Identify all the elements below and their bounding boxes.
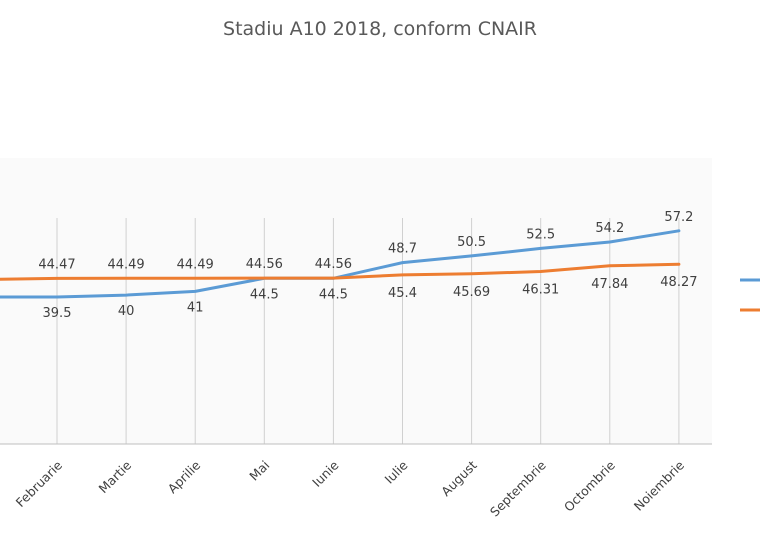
data-label: 45.69 <box>453 285 490 300</box>
x-tick-label: Aprilie <box>165 457 204 496</box>
data-label: 44.56 <box>315 257 352 272</box>
plot-area <box>0 158 712 444</box>
data-label: 44.49 <box>107 257 144 272</box>
series-2-line <box>0 262 681 281</box>
data-label: 44.49 <box>177 257 214 272</box>
data-label: 45.4 <box>388 286 417 301</box>
x-tick-label: Octombrie <box>561 457 618 514</box>
data-label: 41 <box>187 300 204 315</box>
data-label: 39.5 <box>43 306 72 321</box>
data-label: 54.2 <box>595 221 624 236</box>
data-label: 47.84 <box>591 277 628 292</box>
chart-title: Stadiu A10 2018, conform CNAIR <box>223 18 537 40</box>
x-tick-label: Februarie <box>13 457 66 510</box>
x-tick-label: Iunie <box>309 457 342 490</box>
data-label: 44.47 <box>38 257 75 272</box>
data-label: 44.5 <box>250 287 279 302</box>
data-label: 57.2 <box>664 210 693 225</box>
data-label: 50.5 <box>457 235 486 250</box>
data-label: 44.5 <box>319 287 348 302</box>
x-tick-label: Mai <box>246 458 272 484</box>
data-label: 52.5 <box>526 227 555 242</box>
data-label: 44.56 <box>246 257 283 272</box>
x-tick-label: Noiembrie <box>631 457 687 513</box>
x-tick-label: August <box>438 457 480 499</box>
x-tick-label: Iulie <box>381 457 410 486</box>
data-label: 40 <box>118 304 135 319</box>
data-label: 48.27 <box>660 275 697 290</box>
x-tick-label: Septembrie <box>487 457 549 519</box>
data-label: 46.31 <box>522 283 559 298</box>
data-label: 48.7 <box>388 242 417 257</box>
x-tick-label: Martie <box>96 457 135 496</box>
